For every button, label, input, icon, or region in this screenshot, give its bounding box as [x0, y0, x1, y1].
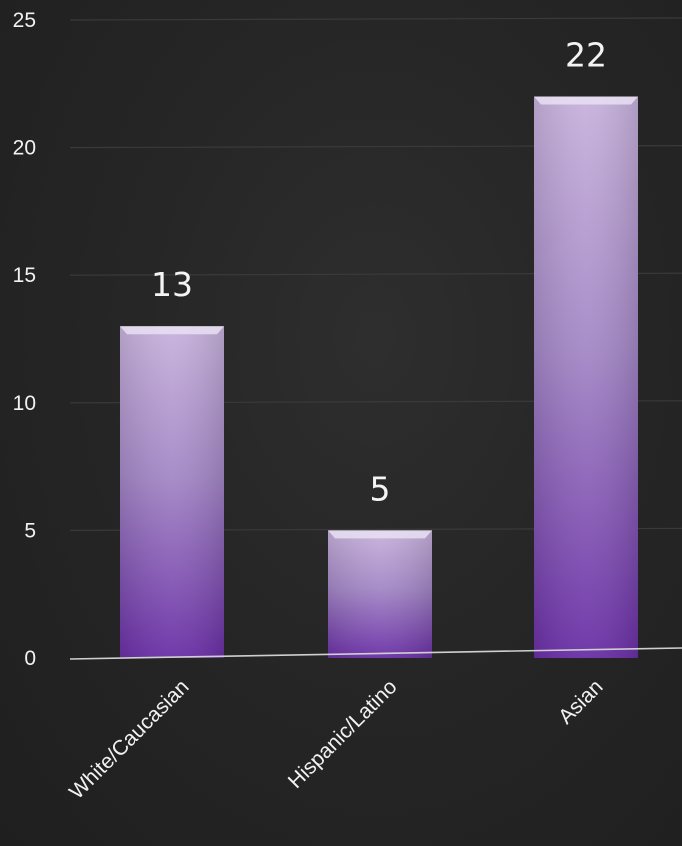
- data-labels: 13 5 22: [151, 36, 607, 509]
- data-label: 5: [370, 469, 391, 508]
- y-axis-ticks: 0 5 10 15 20 25: [13, 9, 36, 670]
- y-tick-label: 10: [13, 392, 36, 415]
- y-tick-label: 25: [13, 9, 36, 32]
- x-category-label: White/Caucasian: [65, 675, 194, 804]
- bar-bevel: [534, 96, 638, 105]
- bar-bevel: [328, 530, 432, 539]
- y-tick-label: 20: [13, 137, 36, 160]
- bar: [328, 530, 432, 658]
- y-tick-label: 5: [24, 519, 36, 542]
- y-tick-label: 0: [24, 647, 36, 670]
- bar-shading: [534, 96, 638, 658]
- x-axis-categories: White/Caucasian Hispanic/Latino Asian: [65, 675, 608, 804]
- data-label: 13: [151, 265, 193, 304]
- bar-bevel: [120, 326, 224, 335]
- bar: [120, 326, 224, 658]
- data-label: 22: [565, 36, 607, 75]
- x-category-label: Hispanic/Latino: [284, 675, 402, 793]
- bar: [534, 96, 638, 658]
- bars: [120, 96, 638, 658]
- y-tick-label: 15: [13, 264, 36, 287]
- bar-shading: [120, 326, 224, 658]
- x-category-label: Asian: [554, 675, 607, 728]
- x-axis-line: [69, 647, 682, 660]
- x-axis: [69, 647, 682, 660]
- bar-shading: [328, 530, 432, 658]
- gridline: [69, 17, 682, 21]
